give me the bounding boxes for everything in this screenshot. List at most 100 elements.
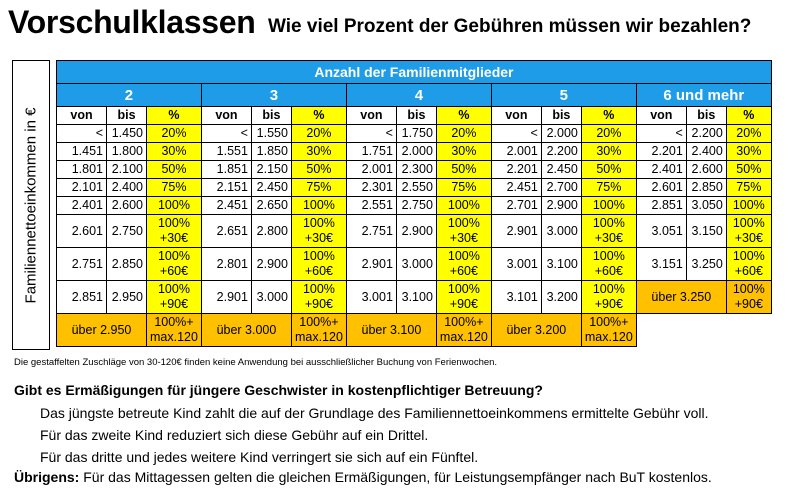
cell-over-percent-max: max.120 (439, 330, 488, 344)
cell-percent-surcharge: +60€ (734, 264, 763, 278)
lunch-note: Übrigens: Für das Mittagessen gelten die… (14, 469, 712, 485)
cell-von: 2.901 (200, 280, 252, 314)
cell-over-percent-base: 100%+ (154, 315, 194, 329)
cell-von: 2.651 (200, 214, 252, 248)
cell-bis: 2.200 (540, 142, 582, 161)
cell-bis: 3.150 (685, 214, 727, 248)
cell-percent: 100% +90€ (435, 280, 492, 314)
cell-percent: 20% (146, 124, 202, 143)
cell-von: 2.151 (200, 178, 252, 197)
group-header-4: 5 (490, 83, 637, 107)
cell-percent: 20% (725, 124, 772, 143)
sibling-line-3: Für das dritte und jedes weitere Kind ve… (40, 449, 479, 465)
page-subtitle: Wie viel Prozent der Gebühren müssen wir… (268, 16, 752, 37)
cell-over-percent: 100% +90€ (725, 280, 772, 314)
cell-percent: 30% (580, 142, 637, 161)
cell-percent: 30% (435, 142, 492, 161)
cell-bis: 2.700 (540, 178, 582, 197)
cell-over-percent-max: max.120 (584, 330, 633, 344)
cell-von: 2.601 (635, 178, 687, 197)
cell-percent-base: 100% (157, 282, 190, 296)
cell-percent: 100% +30€ (290, 214, 347, 248)
table-row: 2.851 2.950 100% +90€ 2.901 3.000 100% +90€ 3.00… (56, 280, 772, 314)
cell-von: < (635, 124, 687, 143)
col-header-bis: bis (395, 106, 437, 125)
cell-percent: 100% +60€ (290, 247, 347, 281)
cell-von: 2.751 (345, 214, 397, 248)
cell-percent-base: 100% (592, 249, 625, 263)
cell-bis: 2.750 (395, 196, 437, 215)
cell-von: 2.401 (56, 196, 107, 215)
cell-bis: 2.300 (395, 160, 437, 179)
cell-von: 3.051 (635, 214, 687, 248)
cell-bis: 3.100 (540, 247, 582, 281)
cell-von: 2.001 (345, 160, 397, 179)
cell-bis: 2.800 (250, 214, 292, 248)
cell-over-label: über 2.950 (56, 313, 147, 347)
cell-percent: 30% (146, 142, 202, 161)
cell-percent: 75% (435, 178, 492, 197)
table-row: 2.601 2.750 100% +30€ 2.651 2.800 100% +30€ 2.75… (56, 214, 772, 248)
cell-percent-surcharge: +90€ (449, 297, 478, 311)
cell-bis: 2.600 (106, 196, 147, 215)
cell-bis: 2.550 (395, 178, 437, 197)
cell-von: 2.401 (635, 160, 687, 179)
cell-von: 1.751 (345, 142, 397, 161)
cell-von: 2.901 (490, 214, 542, 248)
cell-percent-base: 100% (447, 216, 480, 230)
cell-percent: 50% (435, 160, 492, 179)
header-row-sub: von bis% von bis% von bis% von bis% von bis% (56, 106, 772, 125)
cell-bis: 2.100 (106, 160, 147, 179)
cell-bis: 2.950 (106, 280, 147, 314)
col-header-bis: bis (685, 106, 727, 125)
cell-bis: 2.650 (250, 196, 292, 215)
cell-von: 3.151 (635, 247, 687, 281)
cell-percent-surcharge: +30€ (734, 231, 763, 245)
cell-percent: 100% +60€ (725, 247, 772, 281)
cell-bis: 2.200 (685, 124, 727, 143)
cell-over-percent: 100%+ max.120 (580, 313, 637, 347)
cell-von: 2.551 (345, 196, 397, 215)
col-header-percent: % (435, 106, 492, 125)
col-header-bis: bis (540, 106, 582, 125)
cell-percent: 100% (146, 196, 202, 215)
cell-bis: 2.000 (395, 142, 437, 161)
cell-percent: 75% (725, 178, 772, 197)
cell-percent: 100% +90€ (290, 280, 347, 314)
cell-percent-surcharge: +30€ (449, 231, 478, 245)
cell-percent-surcharge: +60€ (159, 264, 189, 278)
cell-over-percent-surcharge: +90€ (734, 297, 763, 311)
cell-percent-surcharge: +90€ (304, 297, 333, 311)
cell-percent-surcharge: +30€ (304, 231, 333, 245)
cell-bis: 1.800 (106, 142, 147, 161)
cell-percent: 50% (290, 160, 347, 179)
cell-over-percent: 100%+ max.120 (435, 313, 492, 347)
cell-percent: 20% (290, 124, 347, 143)
cell-bis: 2.900 (540, 196, 582, 215)
cell-von: < (200, 124, 252, 143)
cell-bis: 1.550 (250, 124, 292, 143)
empty-cell (636, 314, 771, 347)
cell-percent: 75% (146, 178, 202, 197)
lunch-note-label: Übrigens: (14, 469, 80, 485)
cell-over-percent-base: 100%+ (444, 315, 484, 329)
cell-von: 2.451 (490, 178, 542, 197)
cell-percent-surcharge: +60€ (594, 264, 623, 278)
cell-bis: 2.450 (250, 178, 292, 197)
cell-percent-surcharge: +60€ (304, 264, 333, 278)
fee-table: Anzahl der Familienmitglieder 2 3 4 5 6 und m… (56, 60, 772, 347)
cell-percent-base: 100% (592, 282, 625, 296)
cell-percent-base: 100% (302, 216, 335, 230)
cell-bis: 3.050 (685, 196, 727, 215)
cell-bis: 2.900 (250, 247, 292, 281)
table-row: 2.101 2.400 75% 2.151 2.450 75% 2.301 2.550 75% 2… (56, 178, 772, 197)
table-row: 1.801 2.100 50% 1.851 2.150 50% 2.001 2.300 50% 2… (56, 160, 772, 179)
income-axis-label: Familiennettoeinkommen in € (12, 60, 50, 350)
cell-percent: 50% (146, 160, 202, 179)
cell-percent: 30% (290, 142, 347, 161)
sibling-line-2: Für das zweite Kind reduziert sich diese… (40, 427, 429, 443)
cell-over-percent-base: 100%+ (589, 315, 629, 329)
cell-percent: 100% +60€ (435, 247, 492, 281)
col-header-percent: % (725, 106, 772, 125)
cell-percent: 100% (725, 196, 772, 215)
